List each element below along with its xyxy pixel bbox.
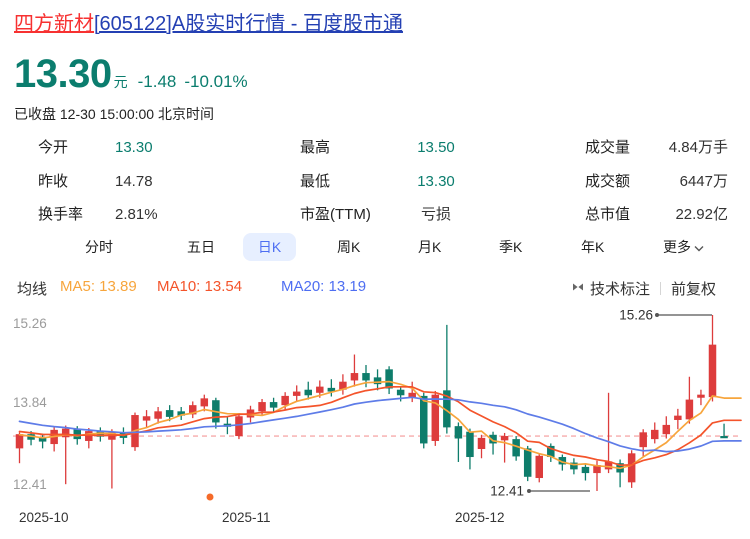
quote-label: 昨收 (38, 172, 69, 190)
divider (659, 282, 661, 295)
quote-row: 市盈(TTM) 亏损 (300, 204, 490, 225)
price-change: -1.48 (137, 72, 177, 91)
svg-text:15.26: 15.26 (619, 308, 653, 323)
quote-value: 6447万 (679, 172, 728, 190)
svg-text:2025-11: 2025-11 (222, 510, 271, 525)
svg-text:12.41: 12.41 (13, 477, 47, 492)
current-price: 13.30 (14, 52, 112, 96)
svg-text:2025-10: 2025-10 (19, 510, 69, 525)
kline-chart[interactable]: 15.26 12.41 15.26 13.84 12.41 2025-10 2025-11 2… (0, 300, 750, 539)
quote-row: 最低 13.30 (300, 171, 490, 192)
ma20-legend: MA20: 13.19 (281, 278, 367, 295)
quote-column-1: 今开 13.30 昨收 14.78 换手率 2.81% (38, 137, 268, 238)
ma-legend-title: 均线 (17, 281, 48, 298)
svg-text:13.84: 13.84 (13, 395, 47, 410)
forward-adjusted-button[interactable]: 前复权 (670, 281, 716, 298)
quote-label: 市盈(TTM) (300, 206, 371, 223)
quote-label: 成交量 (585, 139, 631, 156)
svg-text:2025-12: 2025-12 (455, 510, 505, 525)
quote-row: 今开 13.30 (38, 137, 268, 158)
quote-value: 4.84万手 (668, 139, 728, 156)
quote-row: 最高 13.50 (300, 137, 490, 158)
ma10-legend: MA10: 13.54 (157, 278, 243, 295)
tab-daily-k[interactable]: 日K (243, 233, 296, 261)
price-change-percent: -10.01% (184, 72, 248, 91)
tab-yearly-k[interactable]: 年K (581, 239, 605, 255)
svg-text:15.26: 15.26 (13, 316, 47, 331)
svg-text:12.41: 12.41 (490, 483, 524, 498)
quote-label: 最高 (300, 139, 331, 156)
chevron-down-icon (694, 239, 704, 255)
quote-value: 亏损 (420, 206, 451, 223)
quote-label: 今开 (38, 139, 69, 156)
quote-label: 换手率 (38, 206, 84, 223)
tab-monthly-k[interactable]: 月K (418, 239, 442, 255)
stock-name: 四方新材 (14, 13, 94, 35)
price-unit: 元 (113, 74, 128, 90)
page-title-link[interactable]: 四方新材[605122]A股实时行情 - 百度股市通 (14, 10, 403, 38)
tab-weekly-k[interactable]: 周K (337, 239, 361, 255)
quote-label: 总市值 (585, 206, 631, 223)
quote-value: 13.30 (115, 139, 153, 156)
tab-quarterly-k[interactable]: 季K (499, 239, 523, 255)
quote-value: 22.92亿 (675, 206, 728, 223)
annotation-flag-icon (571, 280, 585, 298)
market-status: 已收盘 12-30 15:00:00 北京时间 (14, 106, 214, 122)
ma-legend-row: 均线 MA5: 13.89 MA10: 13.54 MA20: 13.19 技术… (0, 278, 750, 298)
quote-label: 成交额 (585, 172, 631, 190)
quote-value: 2.81% (115, 206, 158, 223)
tab-more-label: 更多 (663, 239, 691, 255)
quote-row: 成交额 6447万 (585, 171, 728, 192)
quote-row: 总市值 22.92亿 (585, 204, 728, 225)
quote-value: 13.50 (417, 139, 455, 156)
technical-annotation-button[interactable]: 技术标注 (589, 281, 650, 298)
quote-column-3: 成交量 4.84万手 成交额 6447万 总市值 22.92亿 (585, 137, 728, 238)
price-block: 13.30 元 -1.48 -10.01% (14, 52, 248, 97)
quote-label: 最低 (300, 172, 331, 190)
quote-value: 13.30 (417, 172, 455, 190)
quote-row: 昨收 14.78 (38, 171, 268, 192)
tab-more[interactable]: 更多 (663, 237, 704, 257)
quote-value: 14.78 (115, 172, 153, 190)
quote-row: 换手率 2.81% (38, 204, 268, 225)
title-rest: [605122]A股实时行情 - 百度股市通 (94, 13, 403, 35)
quote-row: 成交量 4.84万手 (585, 137, 728, 158)
tab-5day[interactable]: 五日 (187, 239, 215, 255)
tab-minute[interactable]: 分时 (85, 239, 113, 255)
ma5-legend: MA5: 13.89 (60, 278, 137, 295)
quote-column-2: 最高 13.50 最低 13.30 市盈(TTM) 亏损 (300, 137, 490, 238)
